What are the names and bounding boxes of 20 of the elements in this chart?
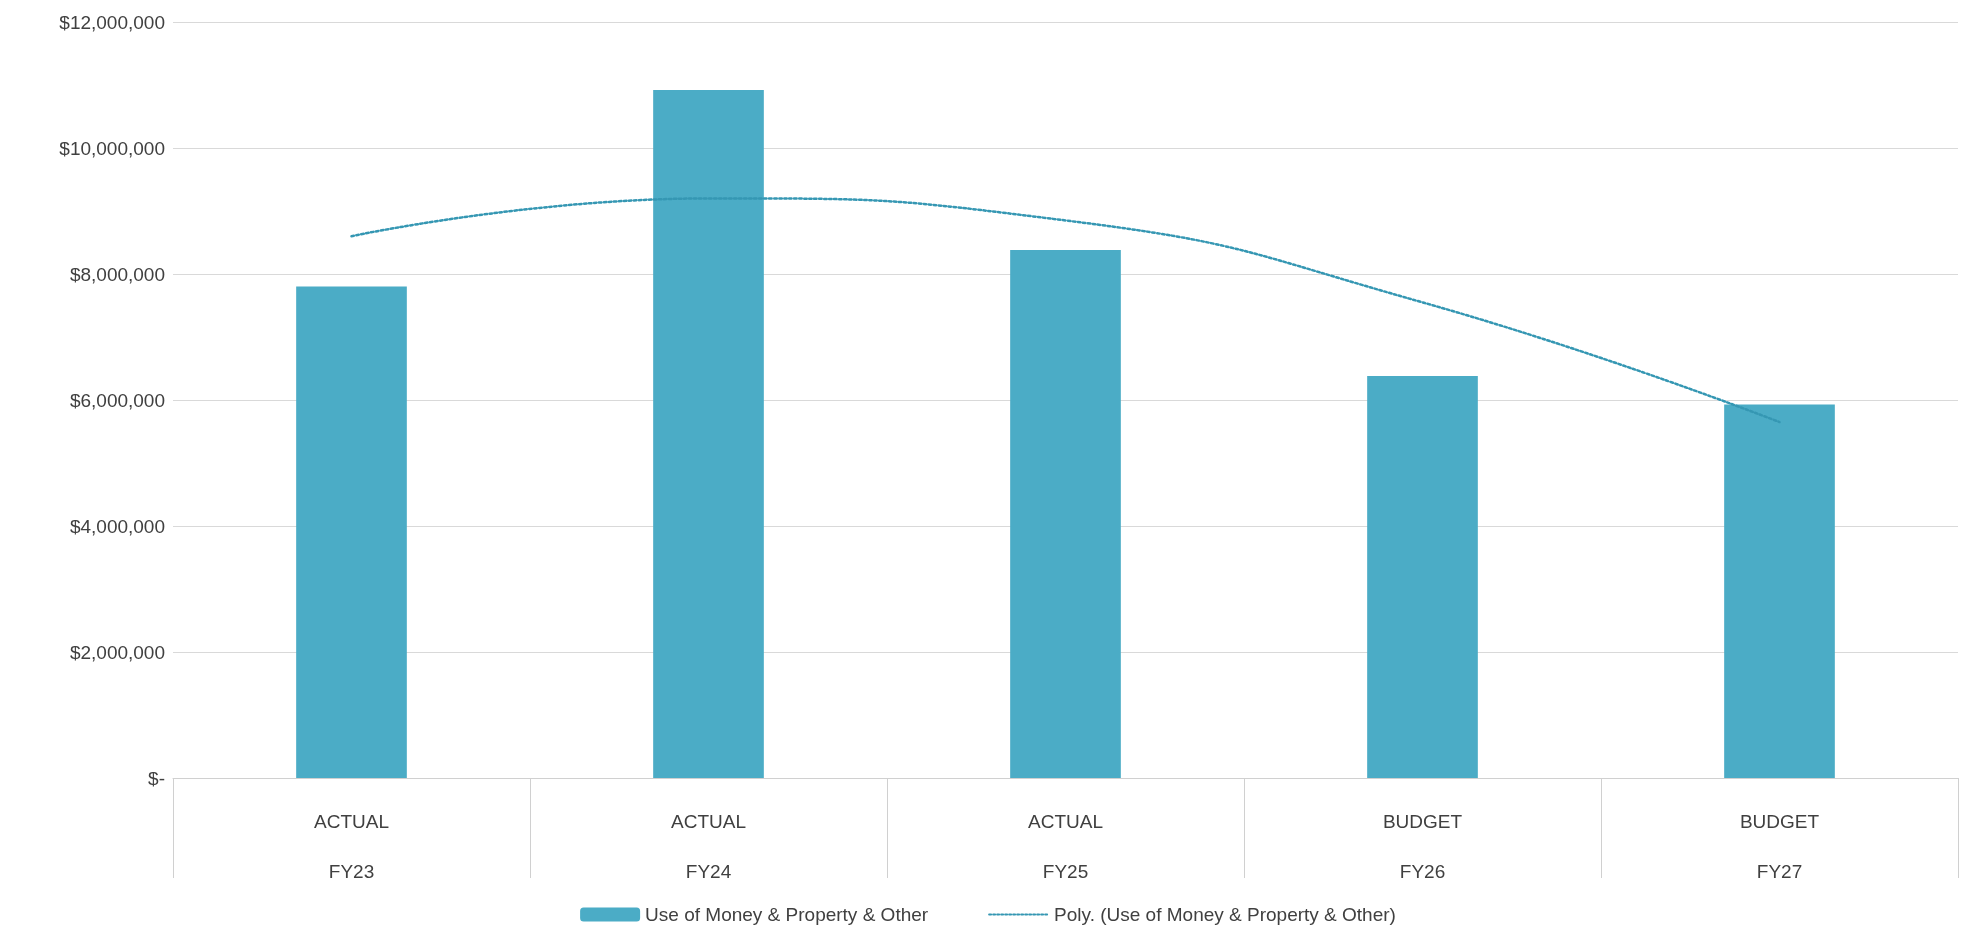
category-label: ACTUAL FY23 <box>314 810 389 882</box>
bar <box>653 90 764 778</box>
bar <box>1010 250 1121 778</box>
bar <box>1367 376 1478 778</box>
bar <box>1724 404 1835 778</box>
y-tick-label: $8,000,000 <box>69 263 165 285</box>
category-label: ACTUAL FY24 <box>671 810 746 882</box>
category-label: BUDGET FY27 <box>1739 810 1820 882</box>
legend-label: Poly. (Use of Money & Property & Other) <box>1054 904 1396 925</box>
y-tick-label: $2,000,000 <box>69 641 165 663</box>
legend-label: Use of Money & Property & Other <box>645 904 929 925</box>
y-tick-label: $10,000,000 <box>59 137 165 159</box>
category-label: BUDGET FY26 <box>1382 810 1463 882</box>
bar <box>296 286 407 778</box>
y-tick-label: $6,000,000 <box>69 389 165 411</box>
line-series <box>350 197 1781 424</box>
y-tick-label: $- <box>148 767 165 789</box>
y-tick-label: $12,000,000 <box>59 11 165 33</box>
category-label: ACTUAL FY25 <box>1028 810 1103 882</box>
y-tick-label: $4,000,000 <box>69 515 165 537</box>
